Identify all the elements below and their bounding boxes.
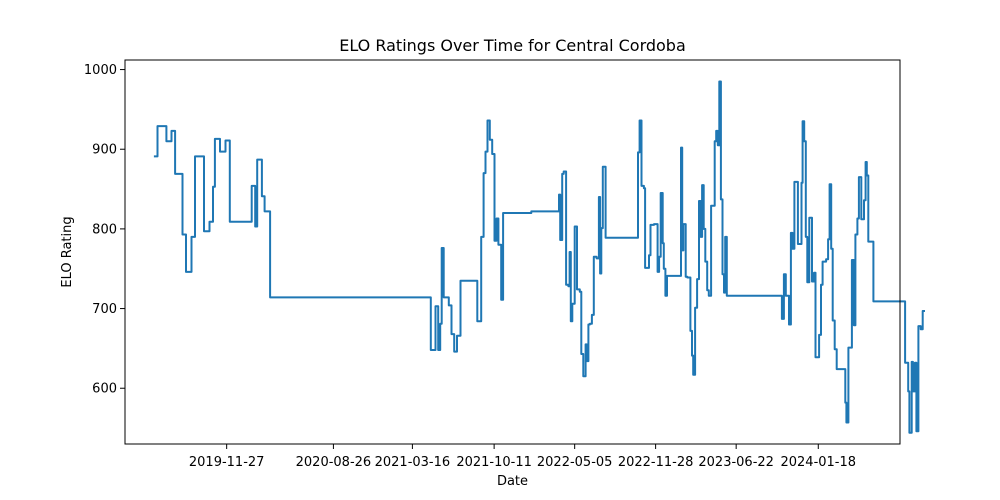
x-tick-label: 2022-11-28 [618,455,694,470]
series-layer [153,80,925,434]
x-tick-label: 2022-05-05 [537,455,613,470]
y-tick-label: 1000 [84,63,117,78]
x-tick-label: 2024-01-18 [780,455,856,470]
y-tick-label: 600 [92,382,117,397]
x-tick-label: 2021-10-11 [456,455,532,470]
x-tick-label: 2023-06-22 [698,455,774,470]
y-axis-ticks: 600 700 800 900 1000 [84,63,125,397]
series-line-0 [153,80,925,434]
x-tick-label: 2020-08-26 [296,455,372,470]
y-tick-label: 800 [92,222,117,237]
x-axis-ticks: 2019-11-27 2020-08-26 2021-03-16 2021-10-11… [189,444,856,470]
x-axis-label: Date [497,474,528,489]
chart-title: ELO Ratings Over Time for Central Cordob… [339,36,686,55]
plot-frame [124,59,901,445]
plot-area [125,60,900,444]
y-tick-label: 900 [92,143,117,158]
y-axis-label: ELO Rating [60,216,75,287]
x-tick-label: 2021-03-16 [375,455,451,470]
y-tick-label: 700 [92,302,117,317]
x-tick-label: 2019-11-27 [189,455,265,470]
